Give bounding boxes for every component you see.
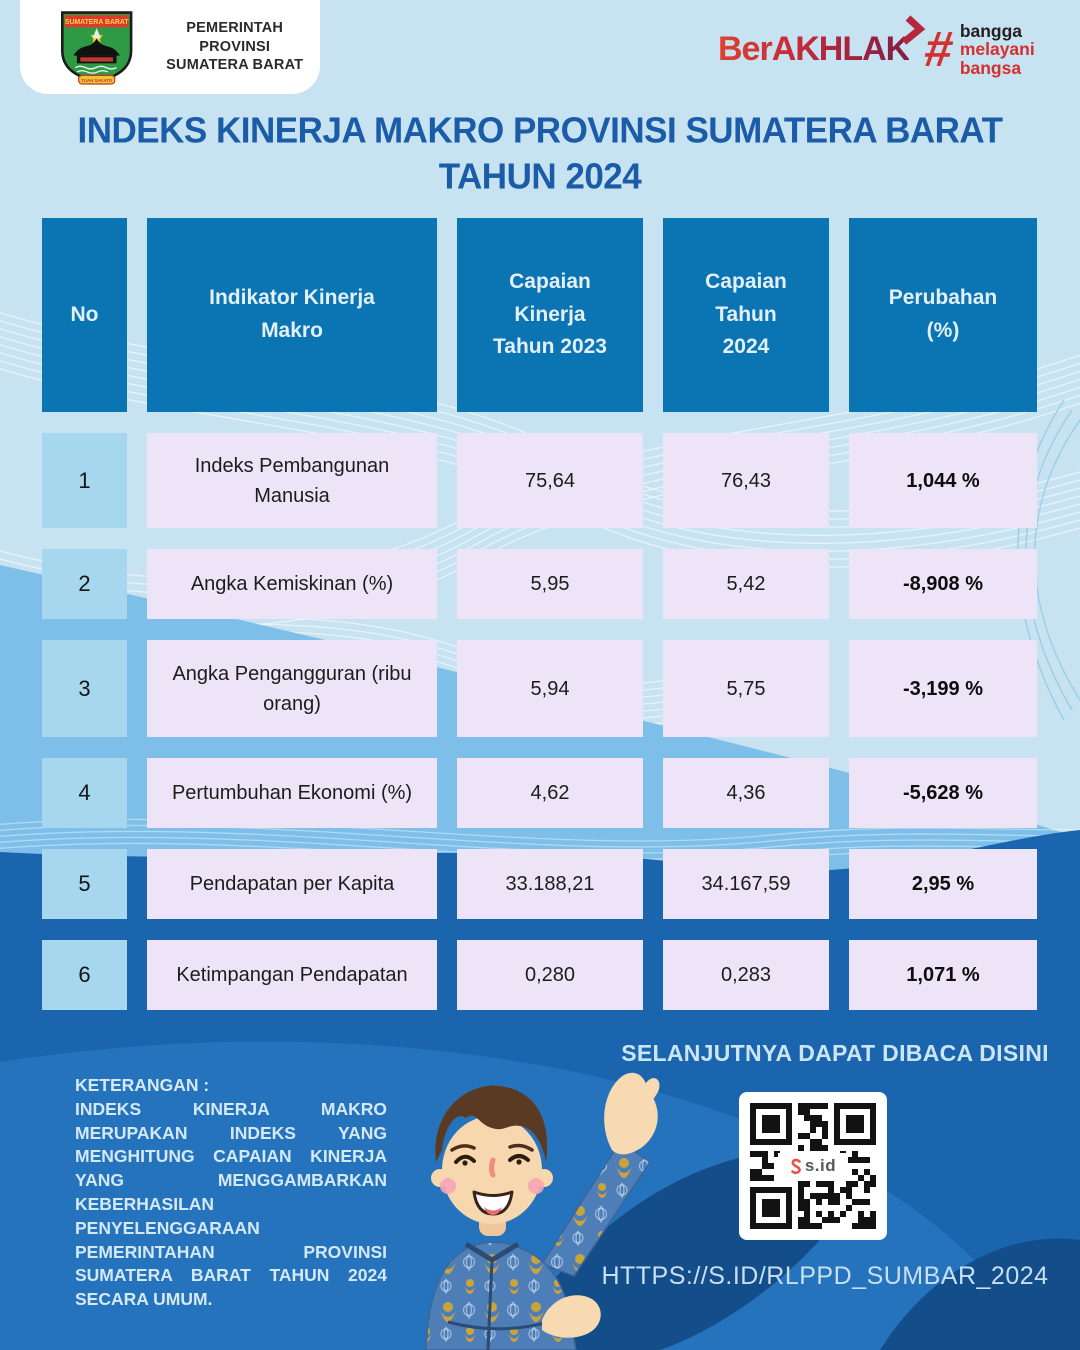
row-value-2023: 5,95: [457, 549, 643, 619]
sumbar-coat-of-arms: SUMATERA BARAT TUAH SAKATO: [61, 11, 133, 85]
read-more-label: SELANJUTNYA DAPAT DIBACA DISINI: [621, 1040, 1049, 1066]
row-change: -8,908 %: [849, 549, 1037, 619]
row-number: 6: [42, 940, 127, 1010]
row-indicator: Ketimpangan Pendapatan: [147, 940, 437, 1010]
keterangan-label: KETERANGAN :: [75, 1075, 210, 1095]
qr-code: s.id: [739, 1092, 887, 1240]
row-value-2023: 0,280: [457, 940, 643, 1010]
column-header-2024: Capaian Tahun 2024: [663, 218, 829, 412]
berakhlak-arrow-icon: [901, 15, 926, 45]
qr-finder-bottom-left: [750, 1187, 792, 1229]
sid-logo: s.id: [778, 1153, 848, 1179]
row-indicator: Pendapatan per Kapita: [147, 849, 437, 919]
report-url: HTTPS://S.ID/RLPPD_SUMBAR_2024: [601, 1262, 1049, 1290]
bmb-word-melayani: melayani: [959, 39, 1035, 60]
row-value-2023: 75,64: [457, 433, 643, 528]
shield-ribbon-text: TUAH SAKATO: [81, 78, 113, 83]
berakhlak-logo: BerAKHLAK: [718, 15, 926, 86]
row-number: 4: [42, 758, 127, 828]
berakhlak-wordmark: BerAKHLAK: [718, 30, 910, 68]
row-change: 1,044 %: [849, 433, 1037, 528]
row-value-2024: 76,43: [663, 433, 829, 528]
qr-finder-top-left: [750, 1103, 792, 1145]
bmb-word-bangsa: bangsa: [959, 57, 1022, 78]
sid-logo-text: s.id: [804, 1156, 837, 1175]
sid-s-icon: [791, 1158, 801, 1174]
column-header-change: Perubahan (%): [849, 218, 1037, 412]
row-number: 1: [42, 433, 127, 528]
row-change: -5,628 %: [849, 758, 1037, 828]
shield-banner-text: SUMATERA BARAT: [65, 19, 129, 26]
row-change: 1,071 %: [849, 940, 1037, 1010]
keterangan-note: KETERANGAN : INDEKS KINERJA MAKRO MERUPA…: [75, 1074, 387, 1312]
bmb-word-bangga: bangga: [959, 21, 1023, 41]
page-title: INDEKS KINERJA MAKRO PROVINSI SUMATERA B…: [77, 110, 1003, 197]
row-number: 2: [42, 549, 127, 619]
row-indicator: Angka Kemiskinan (%): [147, 549, 437, 619]
row-value-2023: 33.188,21: [457, 849, 643, 919]
mascot-illustration: [425, 1072, 660, 1350]
row-value-2023: 4,62: [457, 758, 643, 828]
row-indicator: Indeks Pembangunan Manusia: [147, 433, 437, 528]
row-value-2024: 5,42: [663, 549, 829, 619]
qr-modules: [750, 1103, 876, 1229]
government-header-card: SUMATERA BARAT TUAH SAKATO PEMERINTAH PR…: [20, 0, 320, 94]
macro-performance-table: No Indikator Kinerja Makro Capaian Kiner…: [42, 218, 1037, 1010]
column-header-indicator: Indikator Kinerja Makro: [147, 218, 437, 412]
hash-icon: #: [921, 21, 957, 78]
row-indicator: Pertumbuhan Ekonomi (%): [147, 758, 437, 828]
keterangan-text: INDEKS KINERJA MAKRO MERUPAKAN INDEKS YA…: [75, 1098, 387, 1310]
row-indicator: Angka Pengangguran (ribu orang): [147, 640, 437, 737]
row-value-2024: 0,283: [663, 940, 829, 1010]
qr-finder-top-right: [834, 1103, 876, 1145]
row-value-2023: 5,94: [457, 640, 643, 737]
row-number: 5: [42, 849, 127, 919]
column-header-no: No: [42, 218, 127, 412]
row-change: -3,199 %: [849, 640, 1037, 737]
row-number: 3: [42, 640, 127, 737]
bangga-melayani-bangsa-logo: # bangga melayani bangsa: [921, 21, 1035, 78]
org-name: PEMERINTAH PROVINSI SUMATERA BARAT: [166, 19, 304, 74]
row-value-2024: 5,75: [663, 640, 829, 737]
column-header-2023: Capaian Kinerja Tahun 2023: [457, 218, 643, 412]
row-value-2024: 4,36: [663, 758, 829, 828]
row-change: 2,95 %: [849, 849, 1037, 919]
row-value-2024: 34.167,59: [663, 849, 829, 919]
